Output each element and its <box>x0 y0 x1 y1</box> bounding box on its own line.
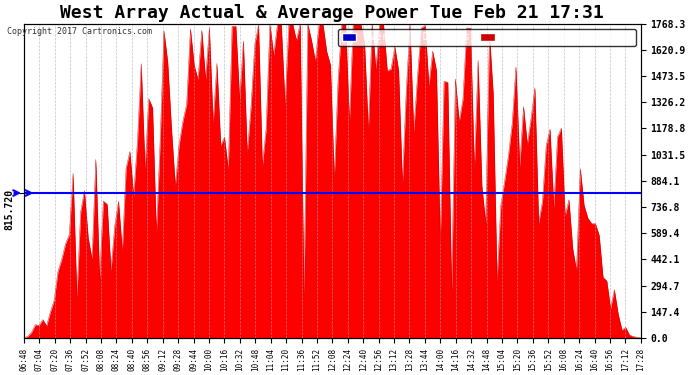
Legend: Average  (DC Watts), West Array  (DC Watts): Average (DC Watts), West Array (DC Watts… <box>338 28 636 46</box>
Title: West Array Actual & Average Power Tue Feb 21 17:31: West Array Actual & Average Power Tue Fe… <box>61 4 604 22</box>
Text: Copyright 2017 Cartronics.com: Copyright 2017 Cartronics.com <box>7 27 152 36</box>
